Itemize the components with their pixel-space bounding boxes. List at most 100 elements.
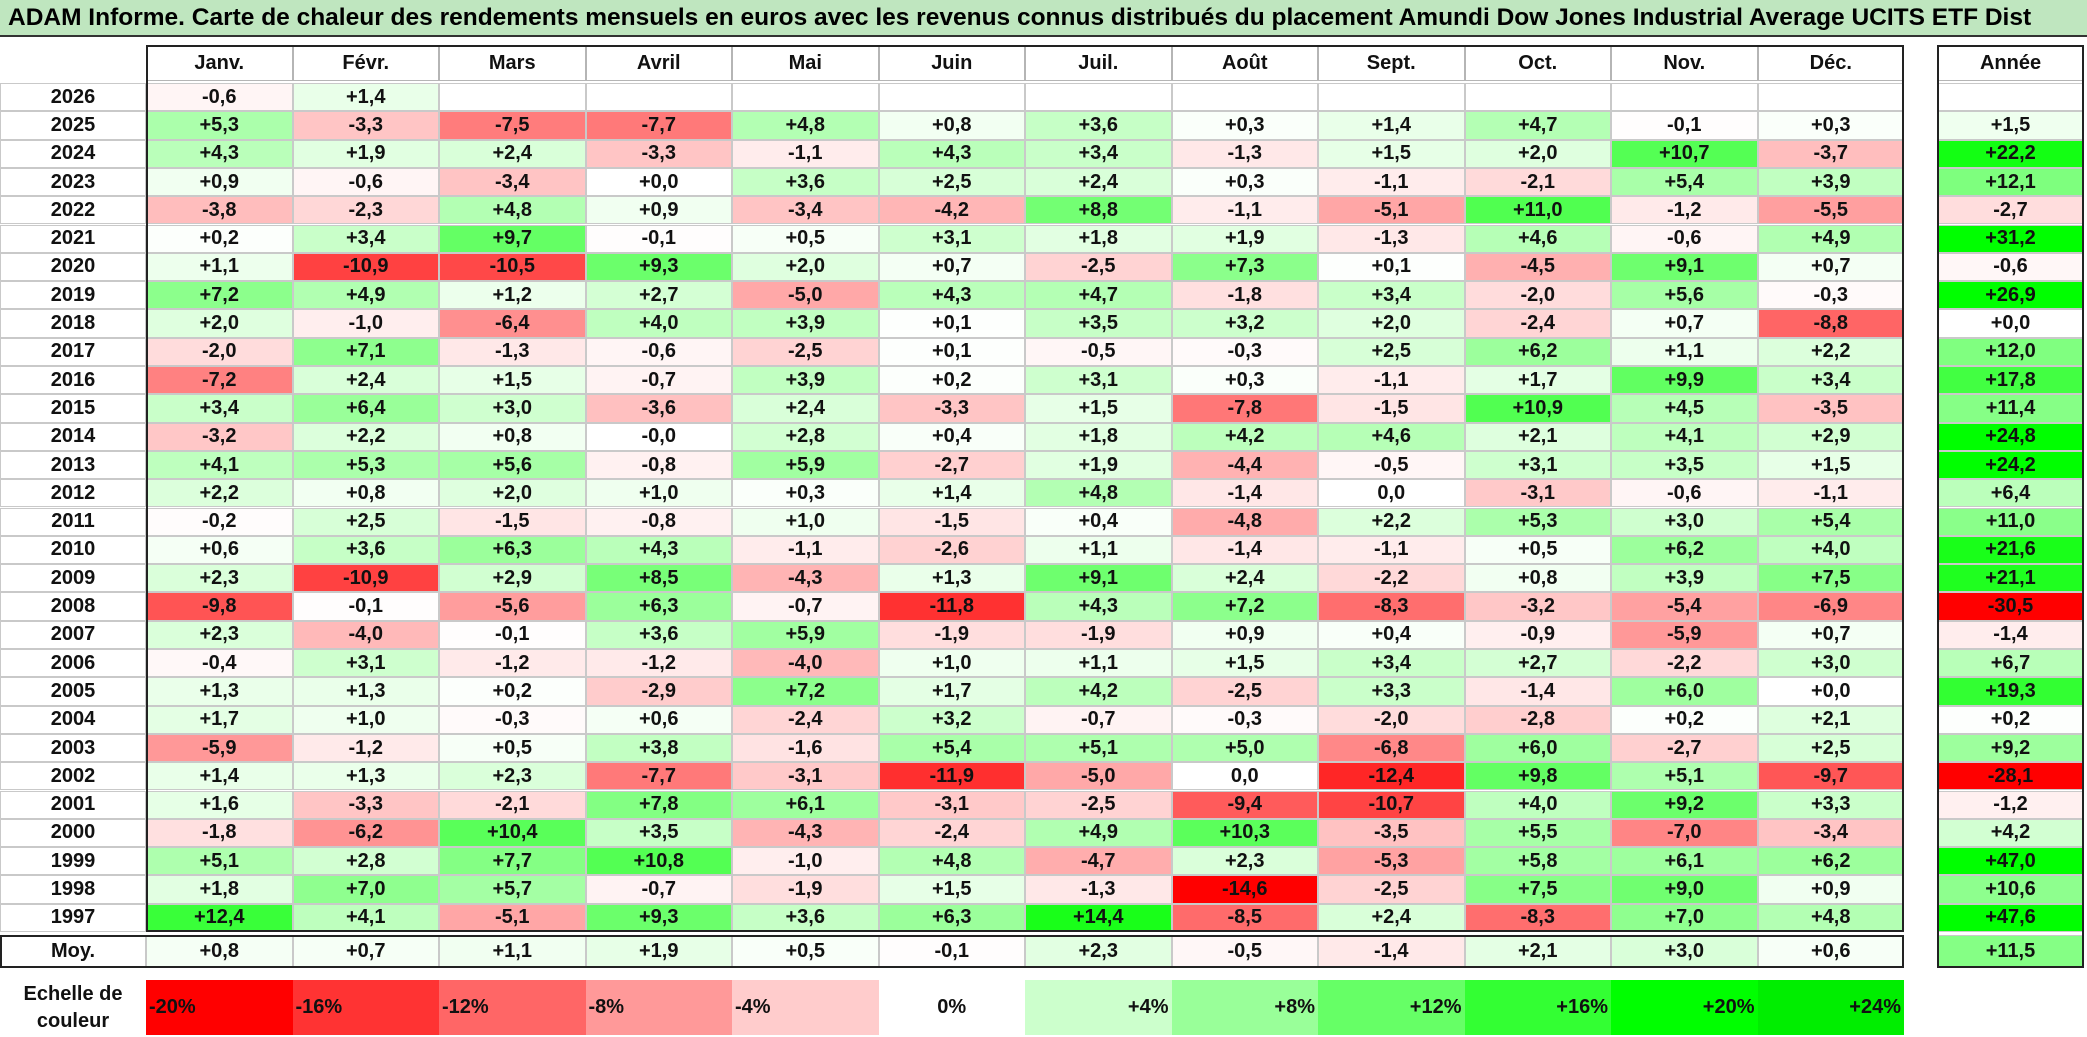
heatmap-cell: -7,0 [1611,818,1758,848]
heatmap-cell: -10,9 [292,252,439,282]
year-label: 2013 [0,450,146,480]
heatmap-cell: +0,5 [439,733,586,763]
heatmap-cell: +2,4 [1025,167,1172,197]
heatmap-cell: -9,8 [146,592,293,621]
month-header: Juil. [1025,45,1172,81]
heatmap-cell: +5,3 [292,450,439,480]
heatmap-cell: +0,9 [146,167,293,197]
heatmap-cell: -5,0 [1025,762,1172,791]
average-cell: -1,4 [1318,935,1465,968]
color-scale-step: +16% [1464,980,1611,1035]
heatmap-cell: -2,5 [1318,875,1465,904]
heatmap-cell: +7,5 [1464,875,1611,904]
heatmap-cell: +4,3 [585,535,732,565]
heatmap-cell: +0,0 [1757,677,1904,706]
heatmap-cell: -4,0 [732,649,879,678]
heatmap-cell: +3,6 [732,167,879,197]
heatmap-cell: +1,8 [1025,422,1172,451]
heatmap-cell: -1,2 [585,649,732,678]
heatmap-cell: +6,0 [1611,677,1758,706]
heatmap-cell [439,83,586,112]
heatmap-cell: +1,5 [1171,649,1318,678]
heatmap-cell: +9,2 [1611,790,1758,819]
heatmap-cell: +1,1 [146,252,293,282]
heatmap-cell: -1,1 [732,139,879,168]
heatmap-cell: -6,2 [292,818,439,848]
heatmap-cell: +0,3 [1171,366,1318,395]
heatmap-cell: -0,7 [1025,705,1172,734]
heatmap-cell: -6,4 [439,309,586,338]
average-cell: +0,8 [146,935,293,968]
year-label: 2018 [0,309,146,338]
heatmap-cell: +1,5 [878,875,1025,904]
heatmap-cell: +0,3 [732,479,879,508]
year-label: 2023 [0,167,146,197]
heatmap-cell: +2,4 [1171,564,1318,593]
month-header: Janv. [146,45,293,81]
average-cell: +1,1 [439,935,586,968]
heatmap-cell: +2,8 [292,847,439,876]
color-scale-step: -16% [292,980,439,1035]
heatmap-cell: +9,3 [585,252,732,282]
annual-cell: +6,4 [1937,479,2084,508]
heatmap-cell: +0,0 [585,167,732,197]
heatmap-cell: -1,1 [1318,167,1465,197]
average-annual-cell: +11,5 [1937,935,2084,968]
heatmap-cell: +0,2 [1611,705,1758,734]
heatmap-cell: +4,6 [1464,224,1611,253]
heatmap-cell: -1,5 [439,507,586,536]
annual-cell: +11,4 [1937,394,2084,423]
heatmap-cell: -0,6 [585,337,732,366]
heatmap-cell: +1,9 [292,139,439,168]
heatmap-cell: +6,3 [585,592,732,621]
heatmap-cell: +4,0 [1757,535,1904,565]
year-label: 2014 [0,422,146,451]
year-label: 2011 [0,507,146,536]
heatmap-cell: +1,3 [146,677,293,706]
heatmap-cell: -1,9 [878,620,1025,649]
heatmap-cell: -2,2 [1611,649,1758,678]
heatmap-cell: -1,1 [1171,196,1318,225]
heatmap-cell: -3,5 [1318,818,1465,848]
heatmap-cell: +1,8 [146,875,293,904]
heatmap-cell: -0,7 [585,366,732,395]
heatmap-cell: -0,4 [146,649,293,678]
heatmap-cell: -0,6 [1611,479,1758,508]
year-label: 2007 [0,620,146,649]
year-label: 2024 [0,139,146,168]
year-label: 2022 [0,196,146,225]
heatmap-cell: +1,1 [1025,649,1172,678]
heatmap-cell [878,83,1025,112]
heatmap-cell: +2,0 [732,252,879,282]
heatmap-cell: +1,4 [878,479,1025,508]
heatmap-cell: -4,4 [1171,450,1318,480]
heatmap-cell: +2,2 [1318,507,1465,536]
heatmap-cell: +0,5 [732,224,879,253]
heatmap-cell: +2,3 [1171,847,1318,876]
year-label: 2017 [0,337,146,366]
heatmap-cell: +1,7 [146,705,293,734]
heatmap-cell: +0,2 [439,677,586,706]
heatmap-cell: +1,3 [292,677,439,706]
month-header: Févr. [292,45,439,81]
heatmap-cell [732,83,879,112]
heatmap-cell: +8,5 [585,564,732,593]
heatmap-cell: -0,1 [585,224,732,253]
heatmap-cell: +1,0 [732,507,879,536]
heatmap-cell: +7,1 [292,337,439,366]
heatmap-cell: -7,5 [439,111,586,140]
color-scale-step: -4% [732,980,879,1035]
year-label: 2001 [0,790,146,819]
heatmap-cell: +1,5 [1025,394,1172,423]
heatmap-cell: +3,9 [1611,564,1758,593]
heatmap-cell: +0,3 [1171,167,1318,197]
heatmap-cell: -4,2 [878,196,1025,225]
heatmap-cell: +2,9 [439,564,586,593]
heatmap-cell: -2,2 [1318,564,1465,593]
heatmap-cell: +6,0 [1464,733,1611,763]
heatmap-cell: -3,1 [732,762,879,791]
heatmap-cell: -3,1 [878,790,1025,819]
heatmap-cell: +4,0 [585,309,732,338]
heatmap-cell: -0,3 [1171,705,1318,734]
heatmap-cell: +2,5 [292,507,439,536]
